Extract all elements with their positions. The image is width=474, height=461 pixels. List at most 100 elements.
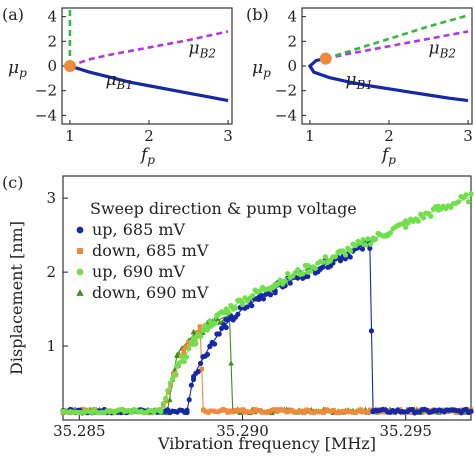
panel-a-ylabel: μp bbox=[8, 58, 27, 80]
xtick-label: 3 bbox=[463, 127, 473, 145]
ytick-label: 2 bbox=[47, 32, 57, 50]
data-point bbox=[186, 345, 192, 352]
ytick-label: 1 bbox=[46, 337, 56, 355]
data-point bbox=[320, 264, 326, 270]
data-point bbox=[365, 236, 371, 242]
data-point bbox=[289, 407, 295, 413]
ytick-label: 0 bbox=[287, 57, 297, 75]
data-point bbox=[301, 410, 307, 416]
panel-c-series bbox=[60, 191, 474, 416]
data-point bbox=[305, 273, 311, 280]
data-point bbox=[211, 341, 218, 347]
series-annotation-1: μB2 bbox=[429, 39, 457, 61]
data-point bbox=[240, 407, 245, 412]
data-point bbox=[235, 311, 241, 317]
data-point bbox=[343, 409, 349, 414]
data-point bbox=[223, 408, 228, 413]
data-point bbox=[183, 345, 189, 350]
panel-c-label: (c) bbox=[2, 173, 23, 192]
data-point bbox=[269, 407, 275, 413]
panel-c-legend: Sweep direction & pump voltage up, 685 m… bbox=[76, 199, 357, 302]
data-point bbox=[340, 248, 346, 254]
data-point bbox=[249, 293, 256, 299]
data-point bbox=[286, 408, 292, 414]
data-point bbox=[181, 347, 187, 352]
data-point bbox=[341, 408, 346, 414]
legend-marker-2 bbox=[76, 268, 84, 276]
data-point bbox=[279, 407, 285, 412]
data-point bbox=[277, 277, 283, 283]
data-point bbox=[267, 409, 272, 414]
data-point bbox=[199, 366, 205, 372]
data-point bbox=[267, 292, 274, 298]
ytick-label: 3 bbox=[46, 189, 56, 207]
data-point bbox=[230, 409, 236, 415]
data-point bbox=[195, 369, 201, 375]
data-point bbox=[463, 192, 469, 198]
panel-a: (a) 4 2 0 −2 −4 1 2 3 μB1 μB2 μp fp bbox=[2, 5, 233, 167]
data-point bbox=[285, 270, 291, 277]
data-point bbox=[448, 204, 454, 210]
data-point bbox=[257, 407, 263, 413]
panel-a-label: (a) bbox=[2, 5, 24, 24]
data-point bbox=[200, 327, 206, 333]
data-point bbox=[274, 409, 280, 414]
panel-a-xlabel: fp bbox=[139, 145, 155, 167]
legend-label-0: up, 685 mV bbox=[92, 220, 186, 239]
data-point bbox=[358, 407, 363, 412]
data-point bbox=[403, 224, 409, 230]
data-point bbox=[201, 407, 206, 413]
data-point bbox=[181, 358, 187, 365]
data-point bbox=[220, 407, 226, 412]
panel-b-yticks: 4 2 0 −2 −4 bbox=[275, 8, 306, 124]
data-point bbox=[190, 335, 197, 341]
data-point bbox=[186, 340, 191, 345]
data-point bbox=[352, 242, 359, 249]
data-point bbox=[172, 372, 178, 378]
data-point bbox=[465, 199, 472, 205]
ytick-label: −4 bbox=[35, 106, 57, 124]
data-point bbox=[205, 410, 211, 415]
data-point bbox=[326, 408, 331, 414]
data-point bbox=[216, 331, 222, 337]
ytick-label: 4 bbox=[287, 8, 297, 26]
data-point bbox=[203, 409, 209, 414]
data-point bbox=[287, 280, 293, 286]
legend-marker-3 bbox=[76, 289, 84, 296]
panel-a-frame bbox=[61, 7, 233, 125]
ytick-label: −2 bbox=[275, 82, 297, 100]
data-point bbox=[368, 407, 373, 413]
data-point bbox=[184, 409, 190, 416]
panel-a-series bbox=[63, 8, 229, 103]
data-point bbox=[228, 360, 234, 366]
panel-c-xticks: 35.285 35.290 35.295 bbox=[53, 415, 432, 440]
data-point bbox=[213, 409, 218, 415]
data-point bbox=[262, 409, 268, 415]
data-point bbox=[252, 407, 258, 412]
data-point bbox=[305, 262, 311, 269]
data-point bbox=[359, 246, 366, 252]
xtick-label: 35.290 bbox=[216, 422, 269, 440]
data-point bbox=[295, 267, 301, 273]
data-point bbox=[277, 407, 282, 412]
data-point bbox=[249, 303, 255, 309]
data-point bbox=[225, 310, 232, 316]
data-point bbox=[197, 324, 203, 329]
panel-a-xticks: 1 2 3 bbox=[65, 120, 233, 145]
data-point bbox=[260, 296, 267, 302]
data-point bbox=[275, 281, 281, 287]
data-point bbox=[207, 343, 213, 350]
panel-b-xlabel: fp bbox=[380, 145, 396, 167]
data-point bbox=[336, 410, 341, 416]
data-point bbox=[318, 409, 324, 414]
data-point bbox=[455, 199, 462, 205]
data-point bbox=[333, 410, 339, 416]
ytick-label: 2 bbox=[287, 32, 297, 50]
xtick-label: 35.285 bbox=[53, 422, 106, 440]
data-point bbox=[245, 409, 250, 415]
data-point bbox=[362, 242, 369, 248]
panel-c-xlabel: Vibration frequency [MHz] bbox=[157, 434, 376, 453]
data-point bbox=[247, 409, 253, 414]
data-point bbox=[338, 409, 344, 415]
data-point bbox=[295, 275, 301, 281]
